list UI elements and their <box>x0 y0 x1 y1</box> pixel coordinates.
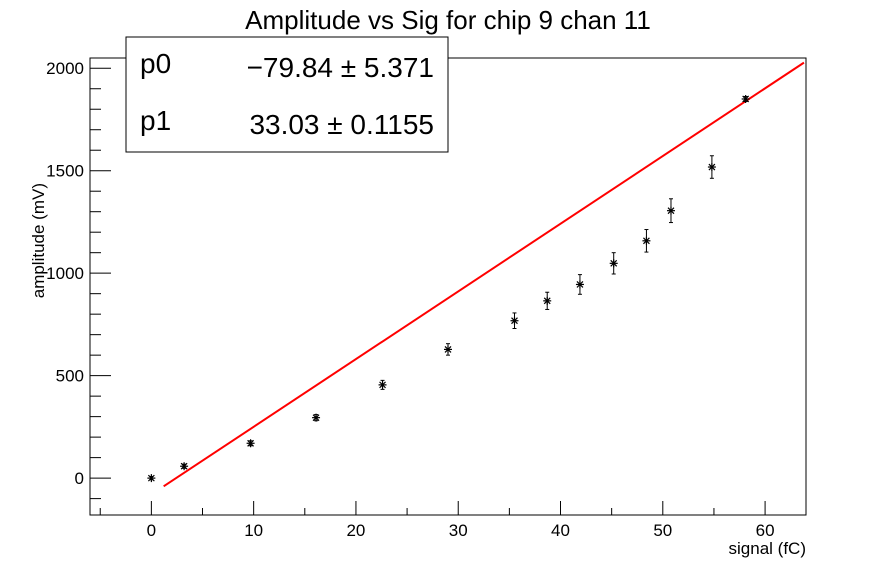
x-tick-label: 40 <box>551 521 570 540</box>
marker-star-d2 <box>312 414 320 422</box>
data-point <box>378 379 387 390</box>
x-axis-label: signal (fC) <box>729 539 806 558</box>
stat-p0-key: p0 <box>140 48 171 79</box>
marker-star-d2 <box>147 474 155 482</box>
data-point <box>666 198 675 224</box>
marker-star-d2 <box>543 297 551 305</box>
x-tick-label: 50 <box>653 521 672 540</box>
marker-star-d2 <box>742 95 750 103</box>
data-points <box>147 94 750 483</box>
data-point <box>510 312 519 330</box>
marker-star-d2 <box>610 259 618 267</box>
y-tick-label: 2000 <box>46 59 84 78</box>
marker-star-d2 <box>180 462 188 470</box>
fit-line <box>163 61 805 488</box>
x-tick-label: 30 <box>449 521 468 540</box>
data-point <box>609 252 618 275</box>
marker-star-d2 <box>643 237 650 245</box>
data-point <box>707 155 716 179</box>
stat-p1-value: 33.03 ± 0.1155 <box>249 109 434 140</box>
x-tick-label: 60 <box>756 521 775 540</box>
data-point <box>741 94 750 103</box>
x-tick-label: 20 <box>346 521 365 540</box>
axis-ticks: 0 10 20 30 40 50 60 0 500 1000 1500 2000 <box>46 59 774 540</box>
stat-p1-key: p1 <box>140 105 171 136</box>
marker-star-d2 <box>444 345 452 353</box>
marker-star-d2 <box>708 163 716 171</box>
data-point <box>180 462 189 471</box>
stat-p0-value: −79.84 ± 5.371 <box>247 52 434 83</box>
x-tick-label: 0 <box>147 521 156 540</box>
x-tick-label: 10 <box>244 521 263 540</box>
fit-line-group <box>163 61 805 488</box>
marker-star-d2 <box>379 381 386 389</box>
marker-star-d2 <box>511 317 518 325</box>
y-axis-label: amplitude (mV) <box>29 183 48 298</box>
y-tick-label: 1500 <box>46 162 84 181</box>
y-tick-label: 0 <box>75 469 84 488</box>
data-point <box>444 343 452 356</box>
chart-title: Amplitude vs Sig for chip 9 chan 11 <box>245 5 651 35</box>
marker-star-d2 <box>667 207 675 215</box>
marker-star-d2 <box>576 281 584 288</box>
data-point <box>147 474 156 483</box>
data-point <box>312 413 321 422</box>
data-point <box>246 439 255 448</box>
data-point <box>575 274 584 295</box>
stats-box-frame <box>125 36 449 153</box>
marker-star-d2 <box>247 439 255 447</box>
data-point <box>642 229 651 253</box>
y-tick-label: 500 <box>56 367 84 386</box>
stats-box: p0 −79.84 ± 5.371 p1 33.03 ± 0.1155 <box>125 36 449 153</box>
y-tick-label: 1000 <box>46 264 84 283</box>
data-point <box>543 291 552 310</box>
